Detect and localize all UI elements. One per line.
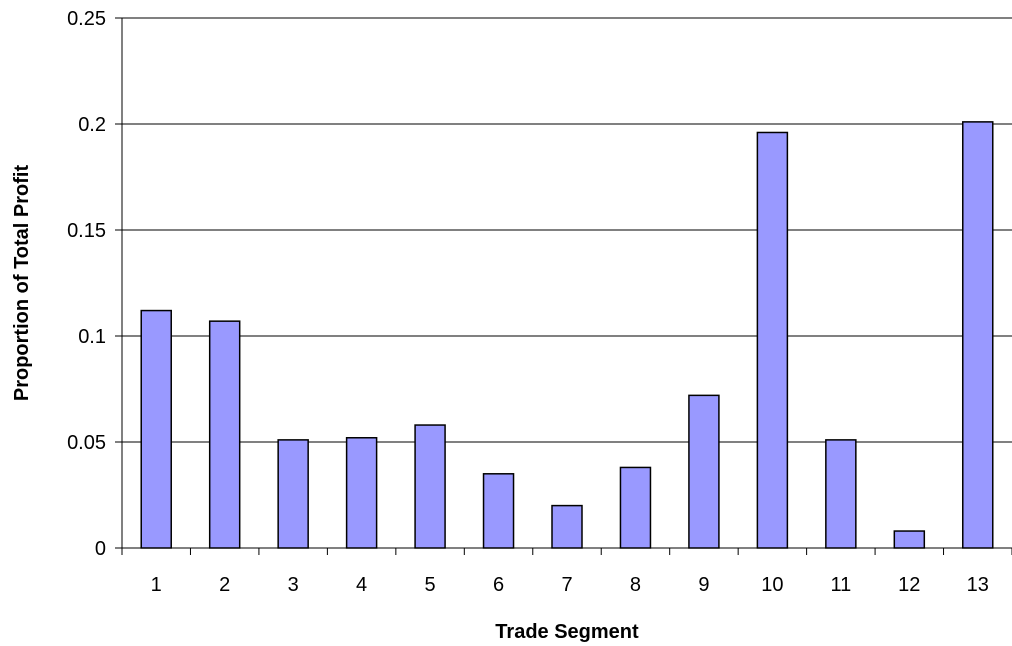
x-tick-label: 4 <box>356 574 367 596</box>
x-tick-label: 13 <box>967 574 989 596</box>
y-tick-label: 0.05 <box>67 432 106 454</box>
bar-10 <box>756 131 789 549</box>
bar-8 <box>619 466 652 549</box>
bar-11 <box>825 439 857 549</box>
bar-7 <box>551 504 583 549</box>
x-tick-label: 2 <box>219 574 230 596</box>
x-tick-label: 12 <box>898 574 920 596</box>
y-tick-label: 0.25 <box>67 8 106 30</box>
x-tick-label: 6 <box>493 574 504 596</box>
y-tick-label: 0.2 <box>78 114 106 136</box>
y-tick-label: 0 <box>95 538 106 560</box>
y-axis-title: Proportion of Total Profit <box>11 165 33 402</box>
x-tick-label: 5 <box>425 574 436 596</box>
x-tick-label: 7 <box>561 574 572 596</box>
bar-5 <box>414 424 446 549</box>
bar-13 <box>962 121 994 549</box>
gridlines <box>122 17 1012 443</box>
x-tick-label: 9 <box>698 574 709 596</box>
x-tick-labels: 1 2 3 4 5 6 7 8 9 10 11 12 13 <box>151 574 989 596</box>
bar-6 <box>482 473 515 549</box>
y-tick-labels: 0 0.05 0.1 0.15 0.2 0.25 <box>67 8 106 560</box>
x-tick-label: 1 <box>151 574 162 596</box>
y-tick-label: 0.1 <box>78 326 106 348</box>
axes <box>115 17 1012 555</box>
bar-12 <box>893 530 926 549</box>
bars <box>140 121 994 549</box>
x-axis-title: Trade Segment <box>495 621 639 643</box>
x-tick-label: 8 <box>630 574 641 596</box>
x-tick-label: 10 <box>761 574 783 596</box>
bar-9 <box>688 394 720 549</box>
bar-1 <box>140 309 172 549</box>
x-tick-label: 3 <box>288 574 299 596</box>
x-tick-label: 11 <box>830 574 851 596</box>
bar-4 <box>345 437 378 549</box>
bar-2 <box>208 320 241 549</box>
bar-3 <box>277 439 309 549</box>
y-tick-label: 0.15 <box>67 220 106 242</box>
